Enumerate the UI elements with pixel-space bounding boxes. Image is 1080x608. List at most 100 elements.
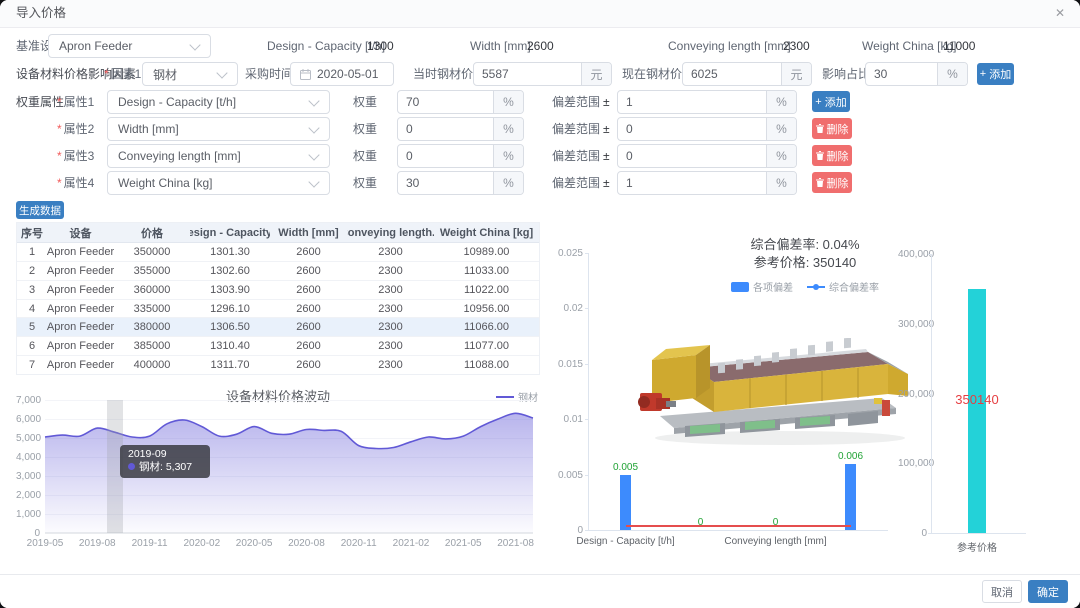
y-axis-tick-label: 5,000	[16, 433, 42, 444]
delete-weight-button[interactable]: 删除	[812, 118, 852, 139]
price-then-input[interactable]	[474, 67, 581, 81]
tick-mark	[585, 530, 588, 531]
table-row[interactable]: 6 Apron Feeder 385000 1310.40 2600 2300 11077.…	[17, 337, 539, 357]
reference-price-bar	[968, 288, 986, 533]
chevron-down-icon	[308, 175, 320, 188]
weight3-input[interactable]	[398, 149, 493, 163]
trend-legend-label: 钢材	[518, 393, 538, 404]
table-cell: 7	[28, 359, 36, 372]
table-cell: 385000	[133, 340, 171, 353]
table-cell: 2300	[378, 340, 403, 353]
x-axis-tick-label: 2019-05	[26, 538, 64, 549]
trend-legend[interactable]: 钢材	[496, 389, 538, 404]
plus-minus-sign: ±	[603, 95, 610, 109]
bar-value-label: 0.006	[837, 450, 864, 462]
line-swatch	[496, 395, 514, 398]
weight1-input[interactable]	[398, 95, 493, 109]
y-axis-tick-label: 0	[921, 528, 927, 539]
table-header-cell: 序号	[21, 227, 43, 240]
deviation2-input[interactable]	[618, 122, 766, 136]
y-axis-tick-label: 400,000	[898, 249, 935, 260]
tooltip-date: 2019-09	[128, 448, 167, 460]
table-cell: 11022.00	[463, 283, 510, 296]
weight2-input-group: %	[397, 117, 524, 141]
table-cell: 380000	[133, 321, 171, 334]
table-cell: 2300	[378, 359, 403, 372]
yuan-suffix: 元	[781, 63, 811, 85]
table-row[interactable]: 5 Apron Feeder 380000 1306.50 2600 2300 11066.…	[17, 318, 539, 338]
table-cell: 1310.40	[210, 340, 250, 353]
attr4-select[interactable]: Weight China [kg]	[107, 171, 330, 195]
attr1-select[interactable]: Design - Capacity [t/h]	[107, 90, 330, 114]
y-axis-tick-label: 0.015	[557, 358, 583, 370]
chevron-down-icon	[308, 94, 320, 107]
trash-icon	[815, 178, 824, 187]
y-axis-tick-label: 1,000	[16, 509, 42, 520]
table-cell: 1306.50	[210, 321, 250, 334]
trend-line-svg	[44, 412, 534, 534]
price-now-input[interactable]	[683, 67, 781, 81]
table-row[interactable]: 1 Apron Feeder 350000 1301.30 2600 2300 10989.…	[17, 243, 539, 262]
cancel-button[interactable]: 取消	[982, 580, 1022, 603]
weight3-input-group: %	[397, 144, 524, 168]
weight2-input[interactable]	[398, 122, 493, 136]
material-price-trend-chart[interactable]: 设备材料价格波动 钢材 0 1,000 2,000 3,000 4,000 5,000 6,…	[16, 383, 540, 560]
attr3-select[interactable]: Conveying length [mm]	[107, 144, 330, 168]
table-cell: 2300	[378, 283, 403, 296]
base-device-select[interactable]: Apron Feeder	[48, 34, 211, 58]
table-header-cell: Design - Capacity...	[190, 226, 270, 239]
add-weight-button[interactable]: + 添加	[812, 91, 850, 112]
factor-section-label: 设备材料价格影响因素	[16, 67, 137, 81]
tick-mark	[585, 419, 588, 421]
add-factor-button[interactable]: + 添加	[977, 63, 1014, 85]
table-cell: 1	[28, 245, 36, 258]
impact-ratio-input-group: %	[865, 62, 968, 86]
purchase-date-input[interactable]: 2020-05-01	[290, 62, 394, 86]
delete-weight-button[interactable]: 删除	[812, 172, 852, 193]
deviation4-input[interactable]	[618, 176, 766, 190]
table-header-cell: 设备	[69, 227, 92, 240]
required-asterisk: *	[104, 67, 109, 81]
table-cell: 2600	[296, 302, 321, 315]
table-cell: 1303.90	[210, 283, 250, 296]
y-axis-line	[931, 254, 932, 533]
close-icon[interactable]: ✕	[1054, 6, 1066, 20]
attr2-select[interactable]: Width [mm]	[107, 117, 330, 141]
table-row[interactable]: 3 Apron Feeder 360000 1303.90 2600 2300 11022.…	[17, 280, 539, 300]
weights-section-label: 权重属性	[16, 95, 65, 109]
gridline	[45, 419, 533, 420]
x-axis-tick-label: 2021-02	[392, 538, 430, 549]
chevron-down-icon	[308, 121, 320, 134]
table-cell: 2600	[296, 245, 321, 258]
y-axis-tick-label: 200,000	[898, 388, 935, 400]
confirm-button[interactable]: 确定	[1028, 580, 1068, 603]
deviation3-input[interactable]	[618, 149, 766, 163]
table-cell: 355000	[133, 264, 171, 277]
generate-data-button[interactable]: 生成数据	[16, 201, 64, 219]
delete-weight-button[interactable]: 删除	[812, 145, 852, 166]
table-body: 1 Apron Feeder 350000 1301.30 2600 2300 10989.…	[17, 243, 539, 375]
bar-value-label: 0	[697, 517, 704, 528]
weight1-input-group: %	[397, 90, 524, 114]
table-row[interactable]: 7 Apron Feeder 400000 1311.70 2600 2300 11088.…	[17, 356, 539, 375]
x-axis-tick-label: 2020-02	[183, 538, 221, 549]
factor1-select[interactable]: 钢材	[142, 62, 238, 86]
deviation1-input[interactable]	[618, 95, 766, 109]
y-axis-tick-label: 0.025	[557, 248, 583, 259]
x-axis-category-label: Conveying length [mm]	[724, 536, 827, 547]
tick-mark	[585, 363, 588, 365]
deviation-chart[interactable]: 0 0.005 0.01 0.015 0.02 0.025 0.005 0 0 0.006 Desi…	[556, 228, 892, 558]
x-axis-tick-label: 2021-08	[497, 538, 534, 549]
deviation-legend[interactable]: 各项偏差 综合偏差率	[640, 279, 970, 294]
table-cell: 11088.00	[463, 359, 510, 372]
weight4-input[interactable]	[398, 176, 493, 190]
impact-ratio-input[interactable]	[866, 67, 937, 81]
yuan-suffix: 元	[581, 63, 611, 85]
deviation4-input-group: %	[617, 171, 797, 195]
plus-icon: +	[979, 68, 987, 80]
reference-price-chart[interactable]: 0 100,000 200,000 300,000 400,000 350140 参考价格	[898, 240, 1058, 555]
attr4-label: * 属性4	[57, 176, 95, 190]
table-row[interactable]: 2 Apron Feeder 355000 1302.60 2600 2300 11033.…	[17, 261, 539, 281]
table-row[interactable]: 4 Apron Feeder 335000 1296.10 2600 2300 10956.…	[17, 299, 539, 319]
